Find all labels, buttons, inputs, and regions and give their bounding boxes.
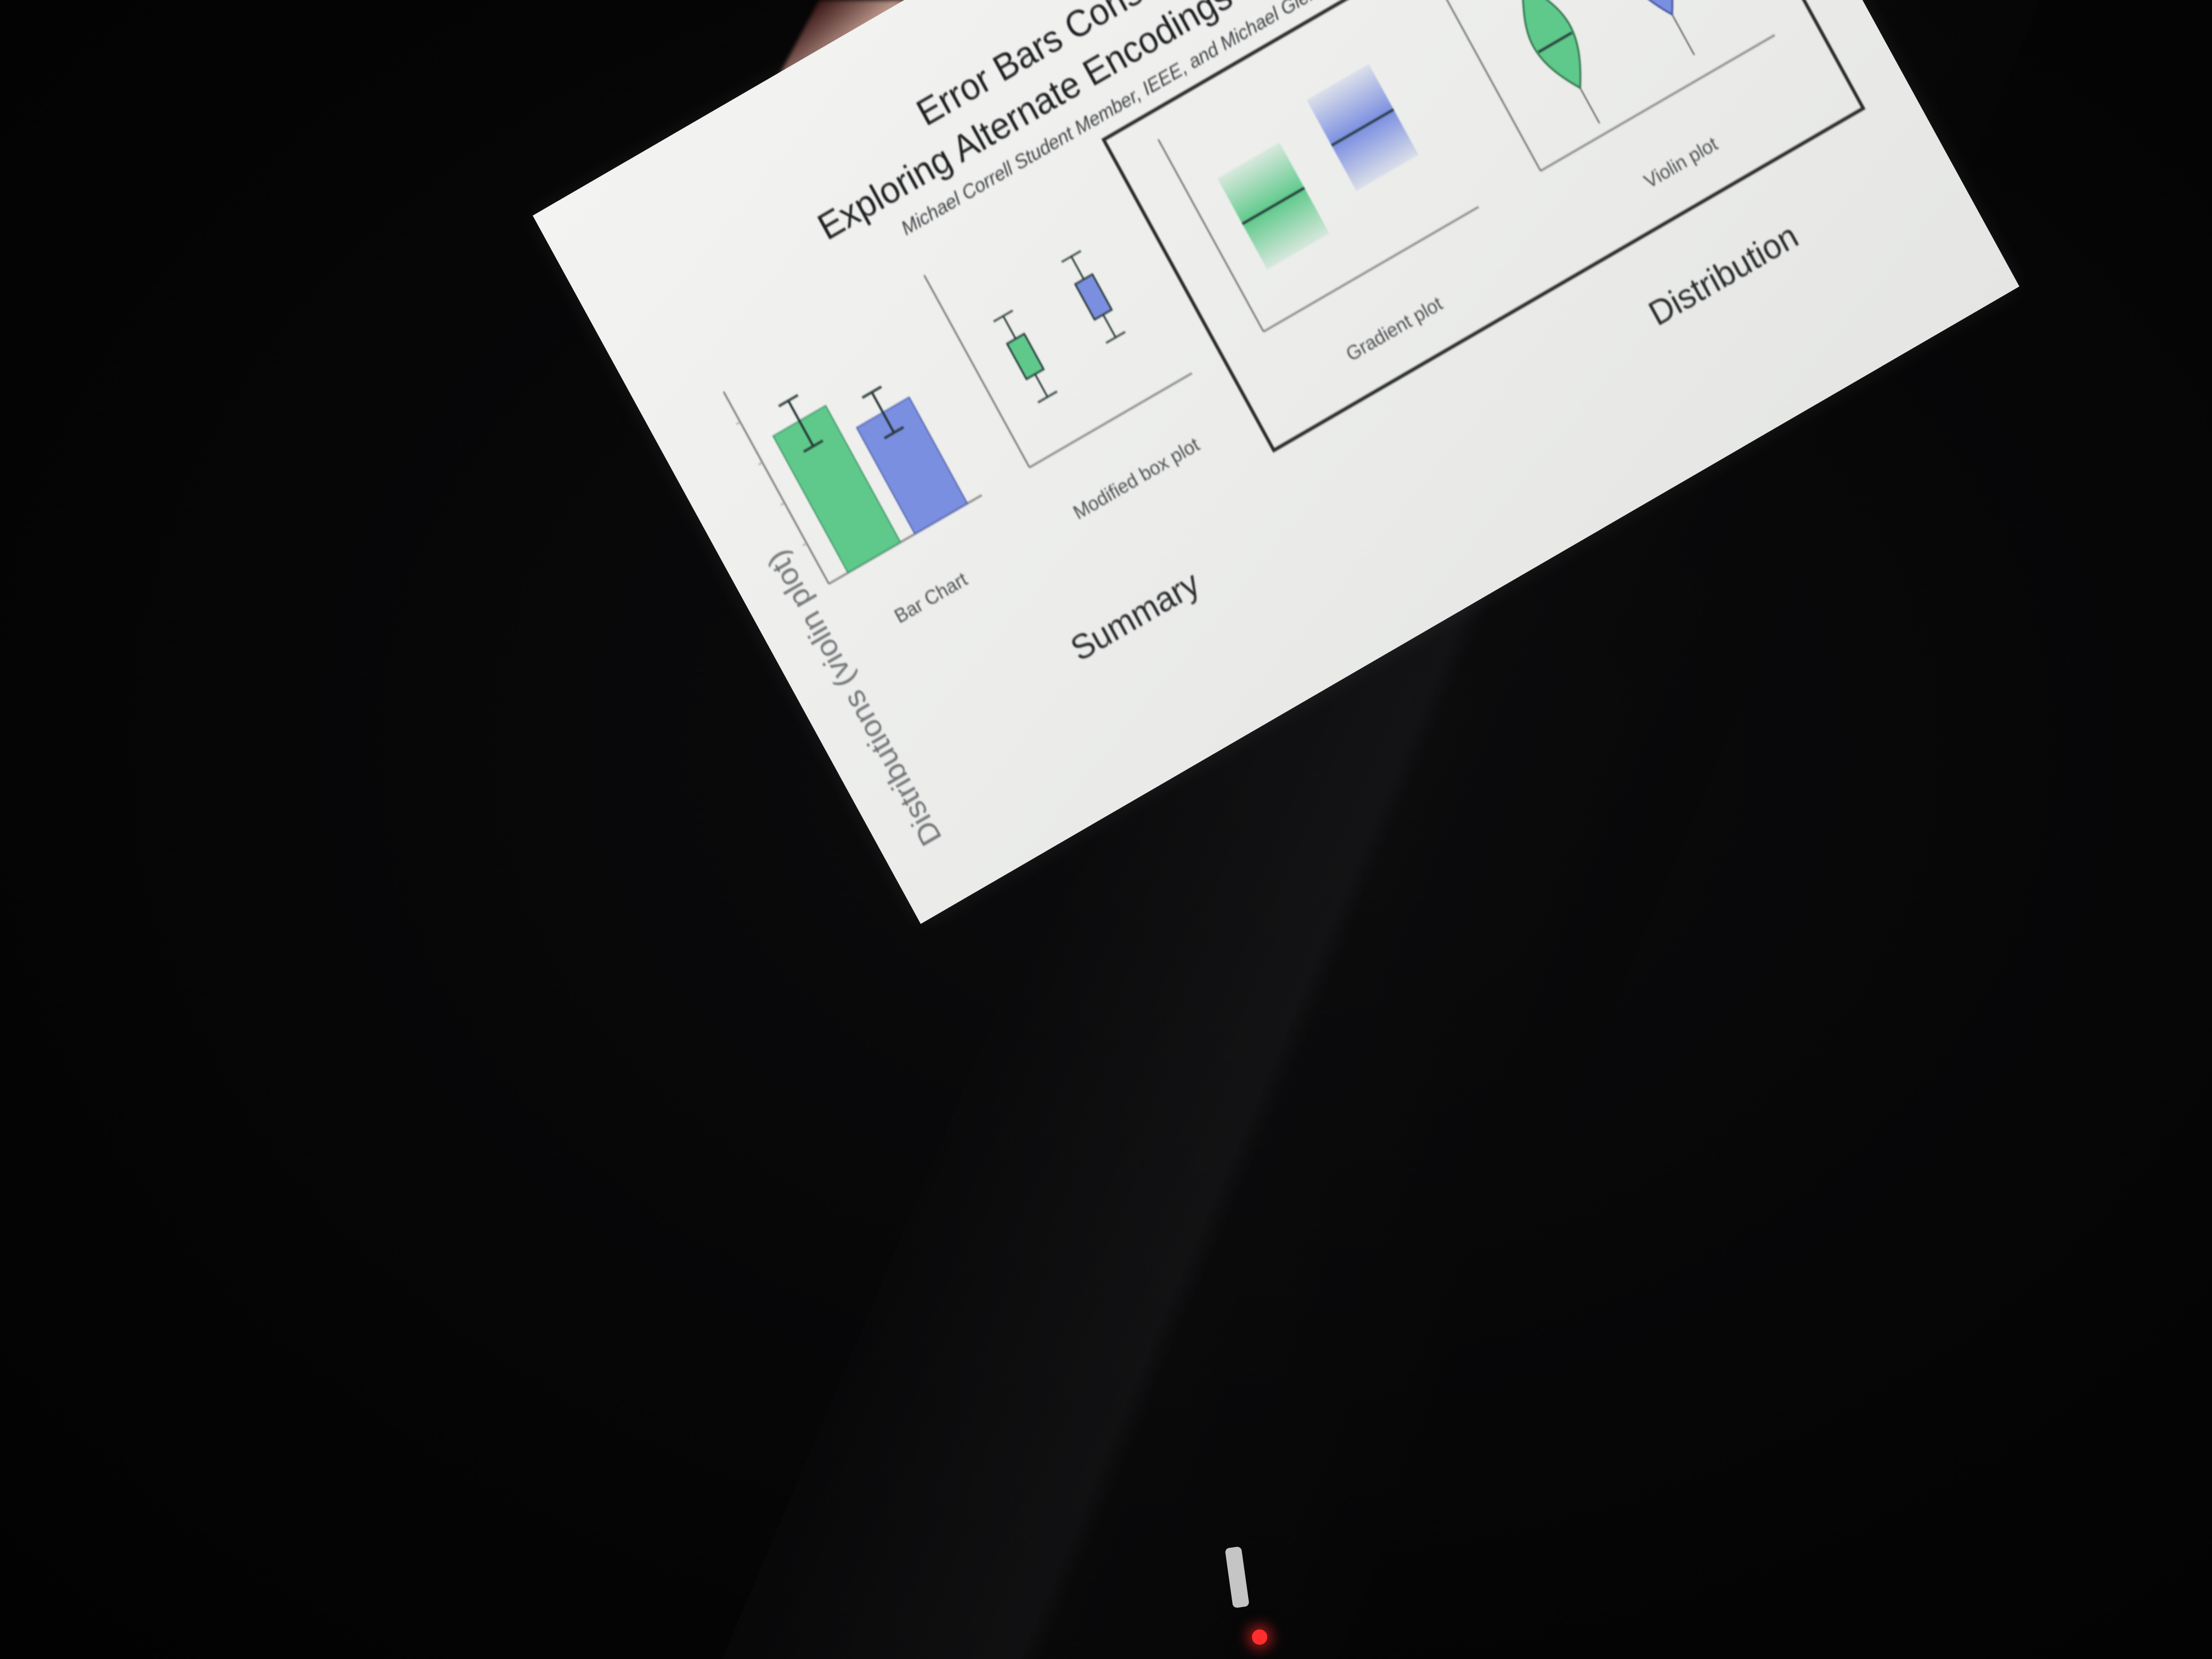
box-plot-figure — [923, 250, 1193, 469]
gradient-plot-figure — [1157, 64, 1479, 332]
violin-plot-panel: Violin plot — [1400, 0, 1823, 256]
gradient-plot-panel: Gradient plot — [1123, 0, 1527, 416]
group-label-distribution: Distribution — [1642, 216, 1804, 334]
bar-chart-panel: Bar Chart — [693, 277, 1030, 665]
box-plot-panel: Modified box plot — [894, 155, 1240, 550]
slide-content: Distributions (violin plot) Error Bars C… — [533, 0, 1866, 851]
red-status-led — [1252, 1629, 1267, 1645]
bar-chart-figure — [723, 385, 983, 585]
violin-plot-figure — [1434, 0, 1775, 172]
figure-row: Bar Chart Modified box plot — [693, 0, 1878, 696]
projected-slide: Distributions (violin plot) Error Bars C… — [533, 0, 2019, 924]
group-label-summary: Summary — [1064, 563, 1206, 669]
